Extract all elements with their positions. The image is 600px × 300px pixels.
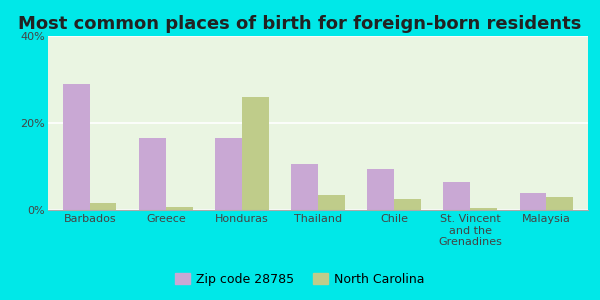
- Bar: [520, 193, 546, 210]
- Bar: [367, 169, 394, 210]
- Bar: [470, 208, 497, 210]
- Bar: [215, 138, 242, 210]
- Bar: [443, 182, 470, 210]
- Legend: Zip code 28785, North Carolina: Zip code 28785, North Carolina: [170, 268, 430, 291]
- Bar: [394, 199, 421, 210]
- Bar: [166, 207, 193, 210]
- Bar: [318, 195, 344, 210]
- Bar: [242, 97, 269, 210]
- Bar: [292, 164, 318, 210]
- Bar: [139, 138, 166, 210]
- Bar: [63, 84, 90, 210]
- Bar: [90, 203, 116, 210]
- Text: Most common places of birth for foreign-born residents: Most common places of birth for foreign-…: [19, 15, 581, 33]
- Bar: [546, 197, 573, 210]
